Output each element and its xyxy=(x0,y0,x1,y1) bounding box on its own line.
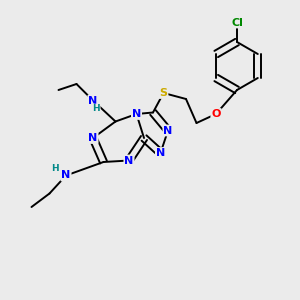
Text: H: H xyxy=(92,104,100,113)
Text: N: N xyxy=(88,95,98,106)
Text: N: N xyxy=(164,125,172,136)
Text: N: N xyxy=(156,148,165,158)
Text: N: N xyxy=(88,133,98,143)
Text: N: N xyxy=(61,170,70,181)
Text: H: H xyxy=(51,164,58,173)
Text: Cl: Cl xyxy=(231,17,243,28)
Text: N: N xyxy=(124,155,134,166)
Text: O: O xyxy=(211,109,221,119)
Text: S: S xyxy=(160,88,167,98)
Text: N: N xyxy=(132,109,141,119)
